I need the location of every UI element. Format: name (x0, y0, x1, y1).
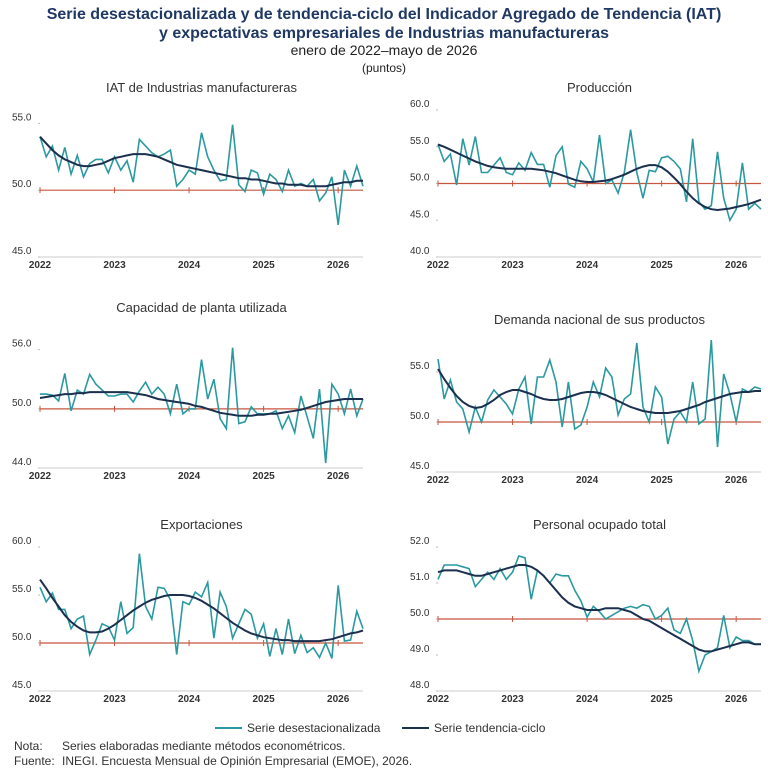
title: Serie desestacionalizada y de tendencia-… (47, 6, 722, 23)
x-tick-label: 2026 (327, 694, 350, 705)
x-tick-label: 2025 (252, 471, 275, 482)
series-line (39, 553, 364, 660)
series-line (39, 579, 364, 643)
source-label: Fuente: (14, 754, 55, 768)
x-tick-label: 2022 (29, 471, 52, 482)
y-tick-label: 45.0 (410, 461, 430, 472)
chart-title: Exportaciones (160, 517, 243, 532)
series-line (437, 339, 762, 448)
y-tick-label: 50.0 (12, 632, 32, 643)
x-tick-label: 2024 (576, 475, 599, 486)
legend-label: Serie desestacionalizada (247, 721, 381, 735)
y-tick-label: 51.0 (410, 572, 430, 583)
y-tick-label: 45.0 (410, 209, 430, 220)
y-tick-label: 60.0 (12, 536, 32, 547)
y-tick-label: 48.0 (410, 680, 430, 691)
y-tick-label: 56.0 (12, 339, 32, 350)
subtitle: enero de 2022–mayo de 2026 (291, 42, 478, 58)
x-tick-label: 2026 (725, 475, 748, 486)
y-tick-label: 44.0 (12, 457, 32, 468)
x-tick-label: 2025 (650, 475, 673, 486)
x-tick-label: 2023 (103, 260, 126, 271)
series-line (437, 368, 761, 414)
x-tick-label: 2026 (327, 471, 350, 482)
x-tick-label: 2024 (178, 694, 201, 705)
chart-title: Demanda nacional de sus productos (494, 312, 706, 327)
title-line2: y expectativas empresariales de Industri… (159, 25, 609, 42)
x-tick-label: 2023 (501, 694, 524, 705)
x-tick-label: 2023 (501, 475, 524, 486)
note: Series elaboradas mediante métodos econo… (62, 739, 346, 753)
x-tick-label: 2022 (427, 475, 450, 486)
x-tick-label: 2025 (252, 260, 275, 271)
y-tick-label: 50.0 (12, 398, 32, 409)
source: INEGI. Encuesta Mensual de Opinión Empre… (62, 754, 412, 768)
y-tick-label: 55.0 (12, 112, 32, 123)
x-tick-label: 2026 (327, 260, 350, 271)
x-tick-label: 2024 (576, 260, 599, 271)
y-tick-label: 50.0 (410, 173, 430, 184)
x-tick-label: 2024 (178, 471, 201, 482)
y-tick-label: 50.0 (410, 411, 430, 422)
y-tick-label: 52.0 (410, 536, 430, 547)
x-tick-label: 2024 (576, 694, 599, 705)
x-tick-label: 2024 (178, 260, 201, 271)
y-tick-label: 50.0 (410, 608, 430, 619)
chart-title: Producción (567, 80, 632, 95)
chart-title: IAT de Industrias manufactureras (106, 80, 298, 95)
x-tick-label: 2023 (501, 260, 524, 271)
series-line (40, 347, 364, 464)
x-tick-label: 2026 (725, 260, 748, 271)
y-tick-label: 40.0 (410, 246, 430, 257)
y-tick-label: 55.0 (12, 584, 32, 595)
y-tick-label: 50.0 (12, 179, 32, 190)
note-label: Nota: (14, 739, 43, 753)
x-tick-label: 2026 (725, 694, 748, 705)
legend-label: Serie tendencia-ciclo (434, 721, 546, 735)
x-tick-label: 2023 (103, 694, 126, 705)
y-tick-label: 45.0 (12, 246, 32, 257)
y-tick-label: 55.0 (410, 361, 430, 372)
series-line (39, 124, 364, 226)
chart-title: Capacidad de planta utilizada (116, 300, 287, 315)
series-line (437, 555, 761, 675)
y-tick-label: 60.0 (410, 99, 430, 110)
series-line (39, 391, 363, 417)
chart-title: Personal ocupado total (533, 517, 666, 532)
series-line (437, 143, 762, 212)
units: (puntos) (362, 61, 406, 75)
x-tick-label: 2022 (29, 694, 52, 705)
x-tick-label: 2022 (29, 260, 52, 271)
x-tick-label: 2025 (650, 260, 673, 271)
series-line (437, 564, 761, 653)
y-tick-label: 49.0 (410, 644, 430, 655)
y-tick-label: 45.0 (12, 680, 32, 691)
x-tick-label: 2025 (252, 694, 275, 705)
y-tick-label: 55.0 (410, 136, 430, 147)
x-tick-label: 2022 (427, 694, 450, 705)
series-line (39, 136, 363, 188)
series-line (437, 129, 762, 223)
x-tick-label: 2022 (427, 260, 450, 271)
x-tick-label: 2023 (103, 471, 126, 482)
x-tick-label: 2025 (650, 694, 673, 705)
